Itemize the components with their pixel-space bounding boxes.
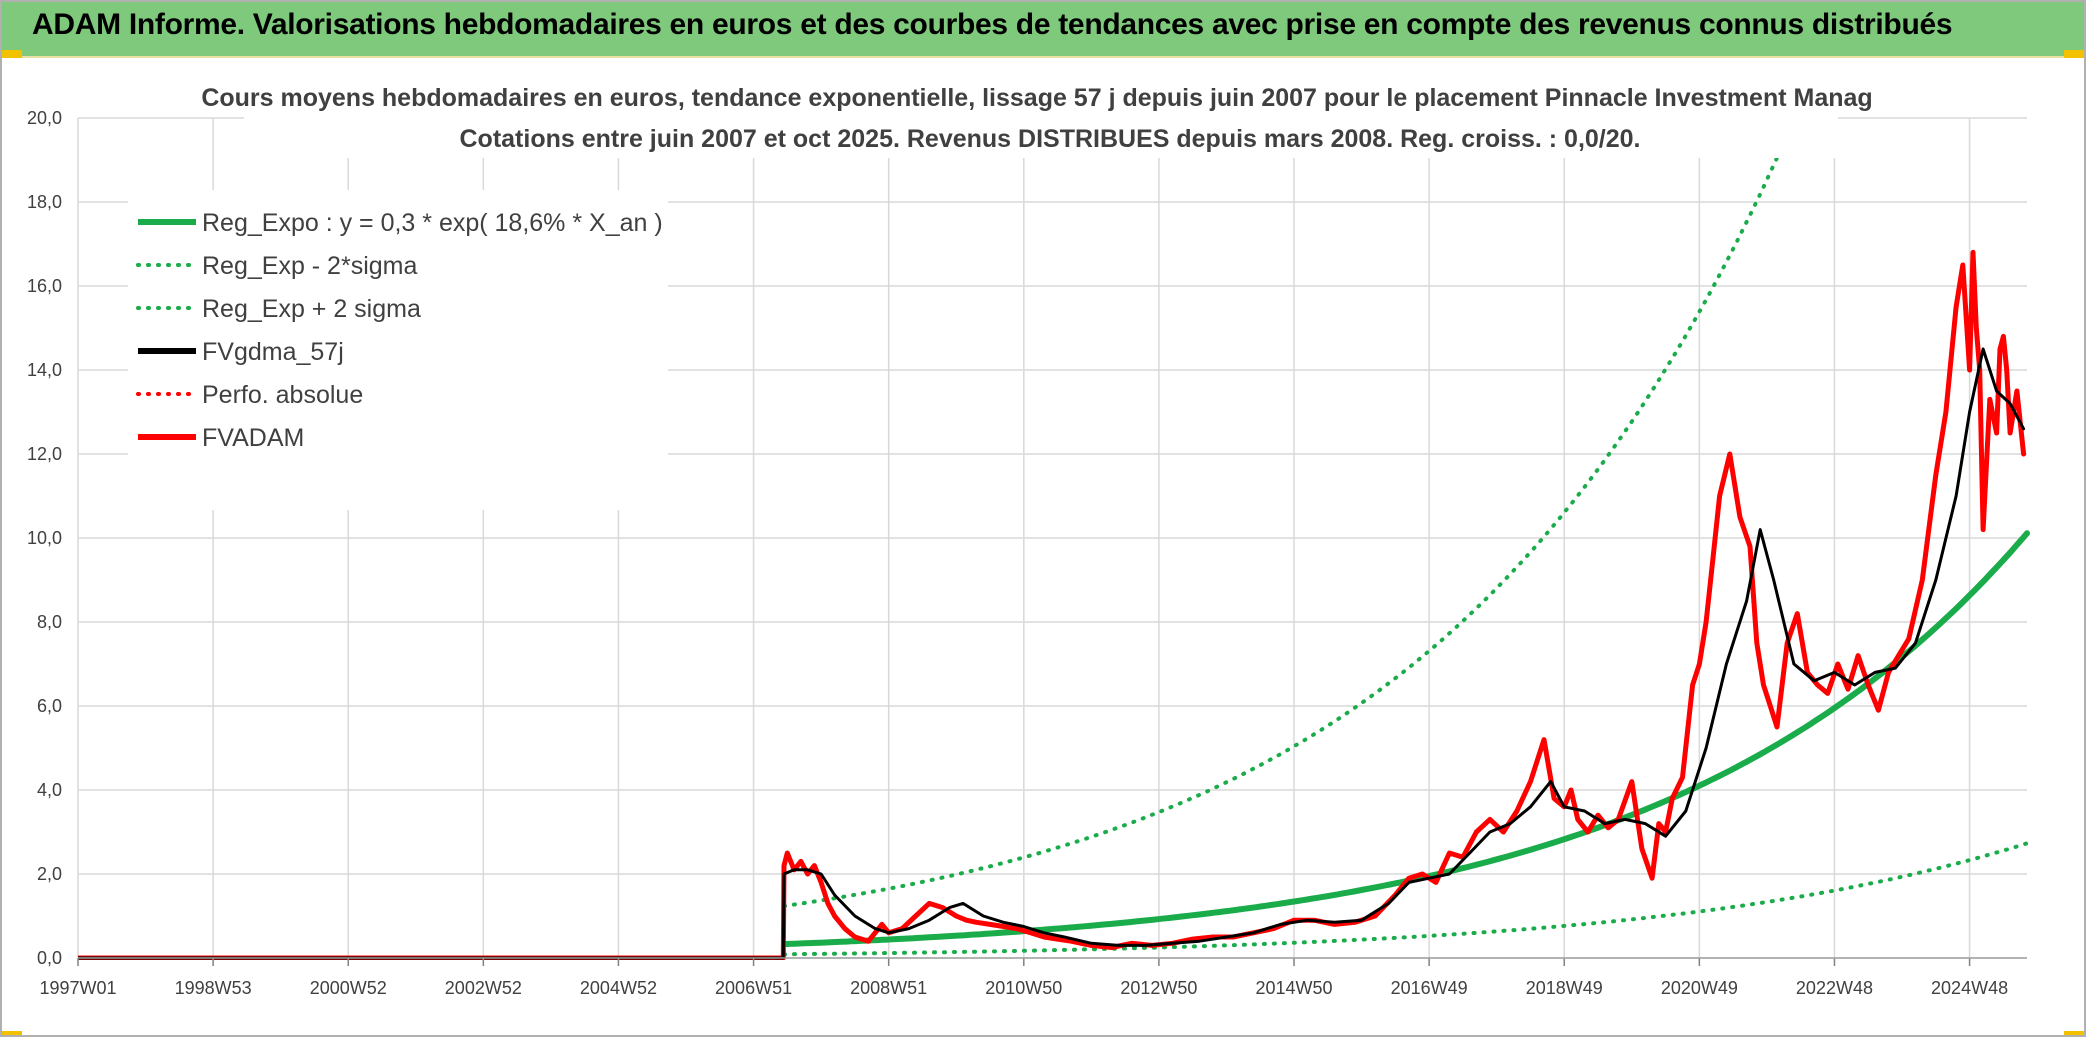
x-tick-label: 2008W51 bbox=[850, 978, 927, 998]
legend-label-3: FVgdma_57j bbox=[202, 338, 344, 366]
y-tick-label: 18,0 bbox=[27, 192, 62, 212]
corner-accent-bottom-right bbox=[2064, 1031, 2086, 1037]
x-tick-label: 2004W52 bbox=[580, 978, 657, 998]
y-tick-label: 12,0 bbox=[27, 444, 62, 464]
x-tick-label: 2012W50 bbox=[1120, 978, 1197, 998]
x-tick-label: 2024W48 bbox=[1931, 978, 2008, 998]
y-tick-label: 10,0 bbox=[27, 528, 62, 548]
series-line-2 bbox=[782, 116, 1798, 908]
report-title: ADAM Informe. Valorisations hebdomadaire… bbox=[32, 8, 1953, 41]
legend-label-1: Reg_Exp - 2*sigma bbox=[202, 252, 417, 280]
title-bar: ADAM Informe. Valorisations hebdomadaire… bbox=[0, 0, 2086, 58]
x-tick-label: 2006W51 bbox=[715, 978, 792, 998]
x-tick-label: 2014W50 bbox=[1255, 978, 1332, 998]
chart-title-line2: Cotations entre juin 2007 et oct 2025. R… bbox=[460, 125, 1641, 153]
legend-label-5: FVADAM bbox=[202, 424, 304, 452]
x-tick-label: 2016W49 bbox=[1391, 978, 1468, 998]
chart-series bbox=[78, 116, 2030, 960]
chart-title-background bbox=[244, 78, 1838, 158]
y-tick-label: 4,0 bbox=[37, 780, 62, 800]
corner-accent-top-left bbox=[0, 50, 22, 58]
corner-accent-top-right bbox=[2064, 50, 2086, 58]
x-tick-label: 2002W52 bbox=[445, 978, 522, 998]
y-tick-label: 6,0 bbox=[37, 696, 62, 716]
x-tick-label: 2018W49 bbox=[1526, 978, 1603, 998]
legend-label-0: Reg_Expo : y = 0,3 * exp( 18,6% * X_an ) bbox=[202, 209, 663, 237]
series-line-1 bbox=[782, 841, 2029, 957]
chart-legend: Reg_Expo : y = 0,3 * exp( 18,6% * X_an )… bbox=[128, 190, 668, 510]
chart-axes: 0,0 2,0 4,0 6,0 8,0 10,0 12,0 14,0 16,0 18,0 20,0 1… bbox=[27, 108, 2027, 998]
series-line-5 bbox=[78, 249, 2027, 960]
x-tick-label: 2022W48 bbox=[1796, 978, 1873, 998]
y-tick-label: 8,0 bbox=[37, 612, 62, 632]
legend-label-2: Reg_Exp + 2 sigma bbox=[202, 295, 421, 323]
y-tick-label: 14,0 bbox=[27, 360, 62, 380]
series-line-3 bbox=[78, 347, 2026, 960]
corner-accent-bottom-left bbox=[0, 1031, 22, 1037]
legend-label-4: Perfo. absolue bbox=[202, 381, 363, 409]
chart-title-line1: Cours moyens hebdomadaires en euros, ten… bbox=[201, 84, 1872, 112]
x-tick-label: 2020W49 bbox=[1661, 978, 1738, 998]
chart: 0,0 2,0 4,0 6,0 8,0 10,0 12,0 14,0 16,0 18,0 20,0 1… bbox=[27, 78, 2030, 998]
y-tick-label: 20,0 bbox=[27, 108, 62, 128]
x-tick-label: 1997W01 bbox=[39, 978, 116, 998]
x-tick-label: 2010W50 bbox=[985, 978, 1062, 998]
y-tick-label: 0,0 bbox=[37, 948, 62, 968]
x-tick-label: 1998W53 bbox=[175, 978, 252, 998]
x-tick-label: 2000W52 bbox=[310, 978, 387, 998]
legend-background bbox=[128, 190, 668, 510]
y-tick-label: 16,0 bbox=[27, 276, 62, 296]
y-tick-label: 2,0 bbox=[37, 864, 62, 884]
